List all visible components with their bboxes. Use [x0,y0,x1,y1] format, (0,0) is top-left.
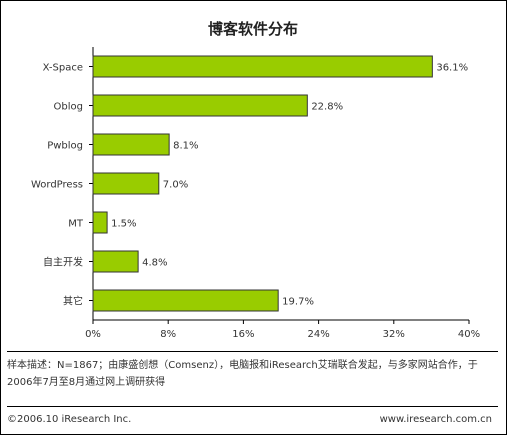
category-label: X-Space [43,63,83,74]
bar [92,289,279,312]
category-label: WordPress [31,180,83,191]
bar [92,55,433,78]
bar [92,172,160,195]
plot-area: 0% 8% 16% 24% 32% 40% X-Space 36.1% Oblog 22.8% Pw… [31,47,480,340]
x-tick-label: 40% [458,329,480,340]
category-label: Oblog [54,102,83,113]
value-label: 22.8% [311,102,343,113]
bar-chart: 博客软件分布 0% 8% 16% 24% 32% 40% X-Space 36.1% Oblog… [31,20,480,340]
bar [92,250,139,273]
x-tick-label: 0% [85,329,101,340]
value-label: 36.1% [436,63,468,74]
x-tick-label: 8% [160,329,176,340]
chart-title: 博客软件分布 [208,20,298,38]
value-label: 19.7% [282,297,314,308]
note-separator [7,351,498,352]
x-tick-label: 16% [232,329,254,340]
value-label: 1.5% [111,219,136,230]
category-label: Pwblog [47,141,83,152]
category-label: MT [68,219,84,230]
bar [92,94,308,117]
category-label: 自主开发 [43,256,83,269]
bar [92,211,108,234]
footer-separator [7,406,498,407]
website-link[interactable]: www.iresearch.com.cn [379,414,492,425]
value-label: 4.8% [142,258,167,269]
category-label: 其它 [63,295,83,308]
sample-note: 样本描述：N=1867；由康盛创想（Comsenz），电脑报和iResearch… [7,360,478,388]
value-label: 8.1% [173,141,198,152]
x-tick-label: 32% [383,329,405,340]
x-tick-label: 24% [307,329,329,340]
copyright-text: ©2006.10 iResearch Inc. [7,414,132,425]
value-label: 7.0% [163,180,188,191]
bar [92,133,170,156]
